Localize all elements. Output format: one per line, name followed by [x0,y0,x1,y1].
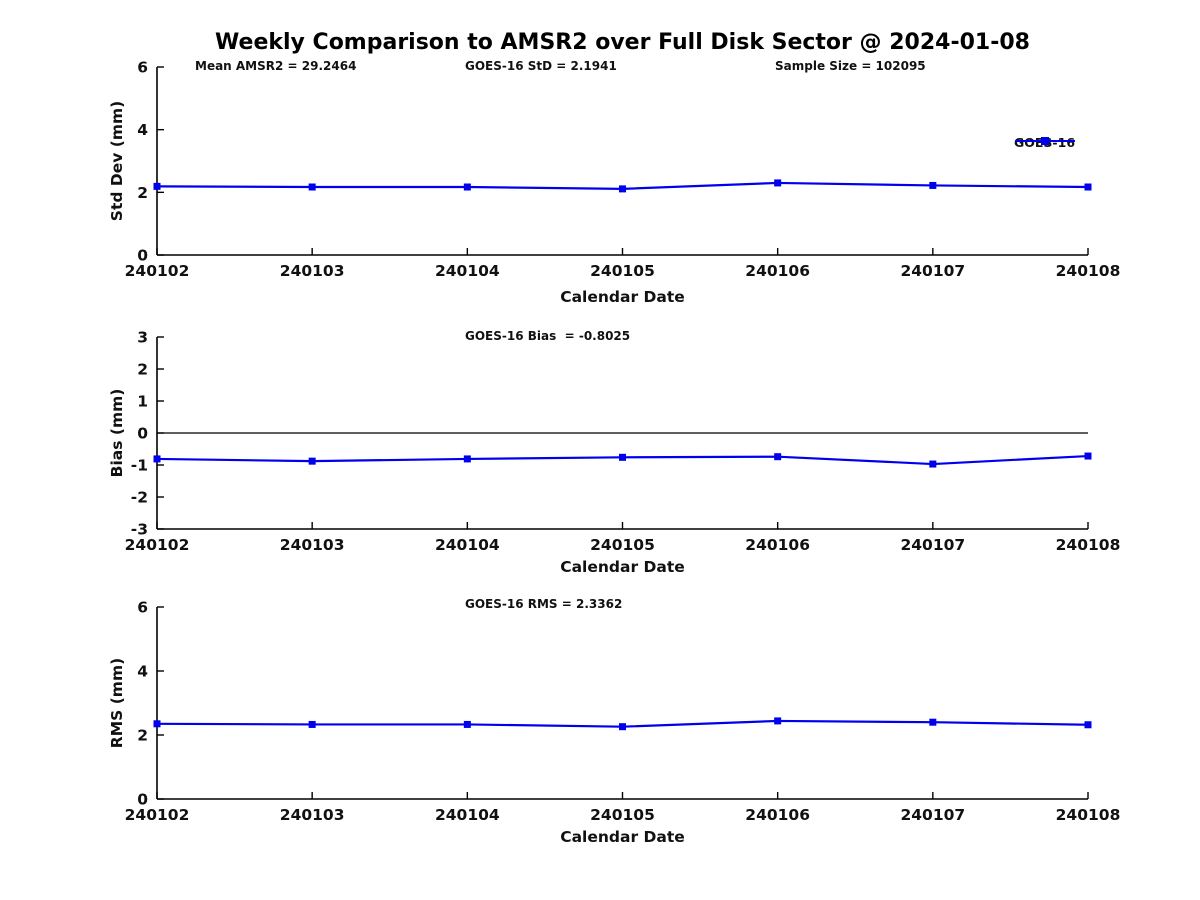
svg-text:240108: 240108 [1056,262,1121,280]
figure-title: Weekly Comparison to AMSR2 over Full Dis… [215,30,1030,55]
svg-text:2: 2 [137,727,148,745]
stddev-chart: Mean AMSR2 = 29.2464 GOES-16 StD = 2.194… [0,55,1200,325]
svg-text:240105: 240105 [590,262,655,280]
svg-text:-1: -1 [131,457,148,475]
mean-amsr2-annotation: Mean AMSR2 = 29.2464 [195,59,357,73]
svg-text:4: 4 [137,121,148,139]
svg-text:2: 2 [137,184,148,202]
bias-chart: GOES-16 Bias = -0.8025 Bias (mm) -3 -2 -1 0… [0,325,1200,595]
svg-text:240103: 240103 [280,806,345,824]
svg-text:6: 6 [137,599,148,617]
rms-x-axis-label: Calendar Date [560,828,685,846]
rms-chart: GOES-16 RMS = 2.3362 RMS (mm) 0 2 4 6 240102… [0,595,1200,865]
svg-text:0: 0 [137,791,148,809]
svg-text:0: 0 [137,425,148,443]
svg-text:240108: 240108 [1056,536,1121,554]
rms-plot-canvas: 0 2 4 6 240102 240103 240104 240105 240106 240107… [125,599,1121,825]
svg-text:240106: 240106 [745,806,810,824]
svg-text:3: 3 [137,329,148,347]
stddev-plot-canvas: 0 2 4 6 240102 240103 240104 240105 240106 240107… [125,59,1121,281]
svg-text:240106: 240106 [745,262,810,280]
svg-text:-3: -3 [131,521,148,539]
svg-text:0: 0 [137,247,148,265]
svg-text:6: 6 [137,59,148,77]
bias-x-axis-label: Calendar Date [560,558,685,576]
svg-text:240108: 240108 [1056,806,1121,824]
goes16-rms-annotation: GOES-16 RMS = 2.3362 [465,597,623,611]
svg-text:2: 2 [137,361,148,379]
svg-text:240107: 240107 [900,806,965,824]
svg-text:240106: 240106 [745,536,810,554]
goes16-bias-annotation: GOES-16 Bias = -0.8025 [465,329,631,343]
svg-text:240102: 240102 [125,536,190,554]
svg-text:1: 1 [137,393,148,411]
stddev-x-axis-label: Calendar Date [560,288,685,306]
sample-size-annotation: Sample Size = 102095 [775,59,926,73]
legend-line-marker-icon [1015,137,1075,145]
svg-text:240103: 240103 [280,536,345,554]
svg-text:-2: -2 [131,489,148,507]
bias-plot-canvas: -3 -2 -1 0 1 2 3 240102 240103 240104 240105 240106… [125,329,1121,555]
goes16-std-annotation: GOES-16 StD = 2.1941 [465,59,617,73]
svg-text:240107: 240107 [900,536,965,554]
svg-text:240102: 240102 [125,806,190,824]
svg-text:4: 4 [137,663,148,681]
svg-text:240103: 240103 [280,262,345,280]
svg-text:240105: 240105 [590,806,655,824]
legend: GOES-16 [1014,135,1075,150]
svg-text:240105: 240105 [590,536,655,554]
svg-text:240104: 240104 [435,262,500,280]
svg-text:240102: 240102 [125,262,190,280]
svg-text:240104: 240104 [435,806,500,824]
svg-text:240107: 240107 [900,262,965,280]
svg-text:240104: 240104 [435,536,500,554]
